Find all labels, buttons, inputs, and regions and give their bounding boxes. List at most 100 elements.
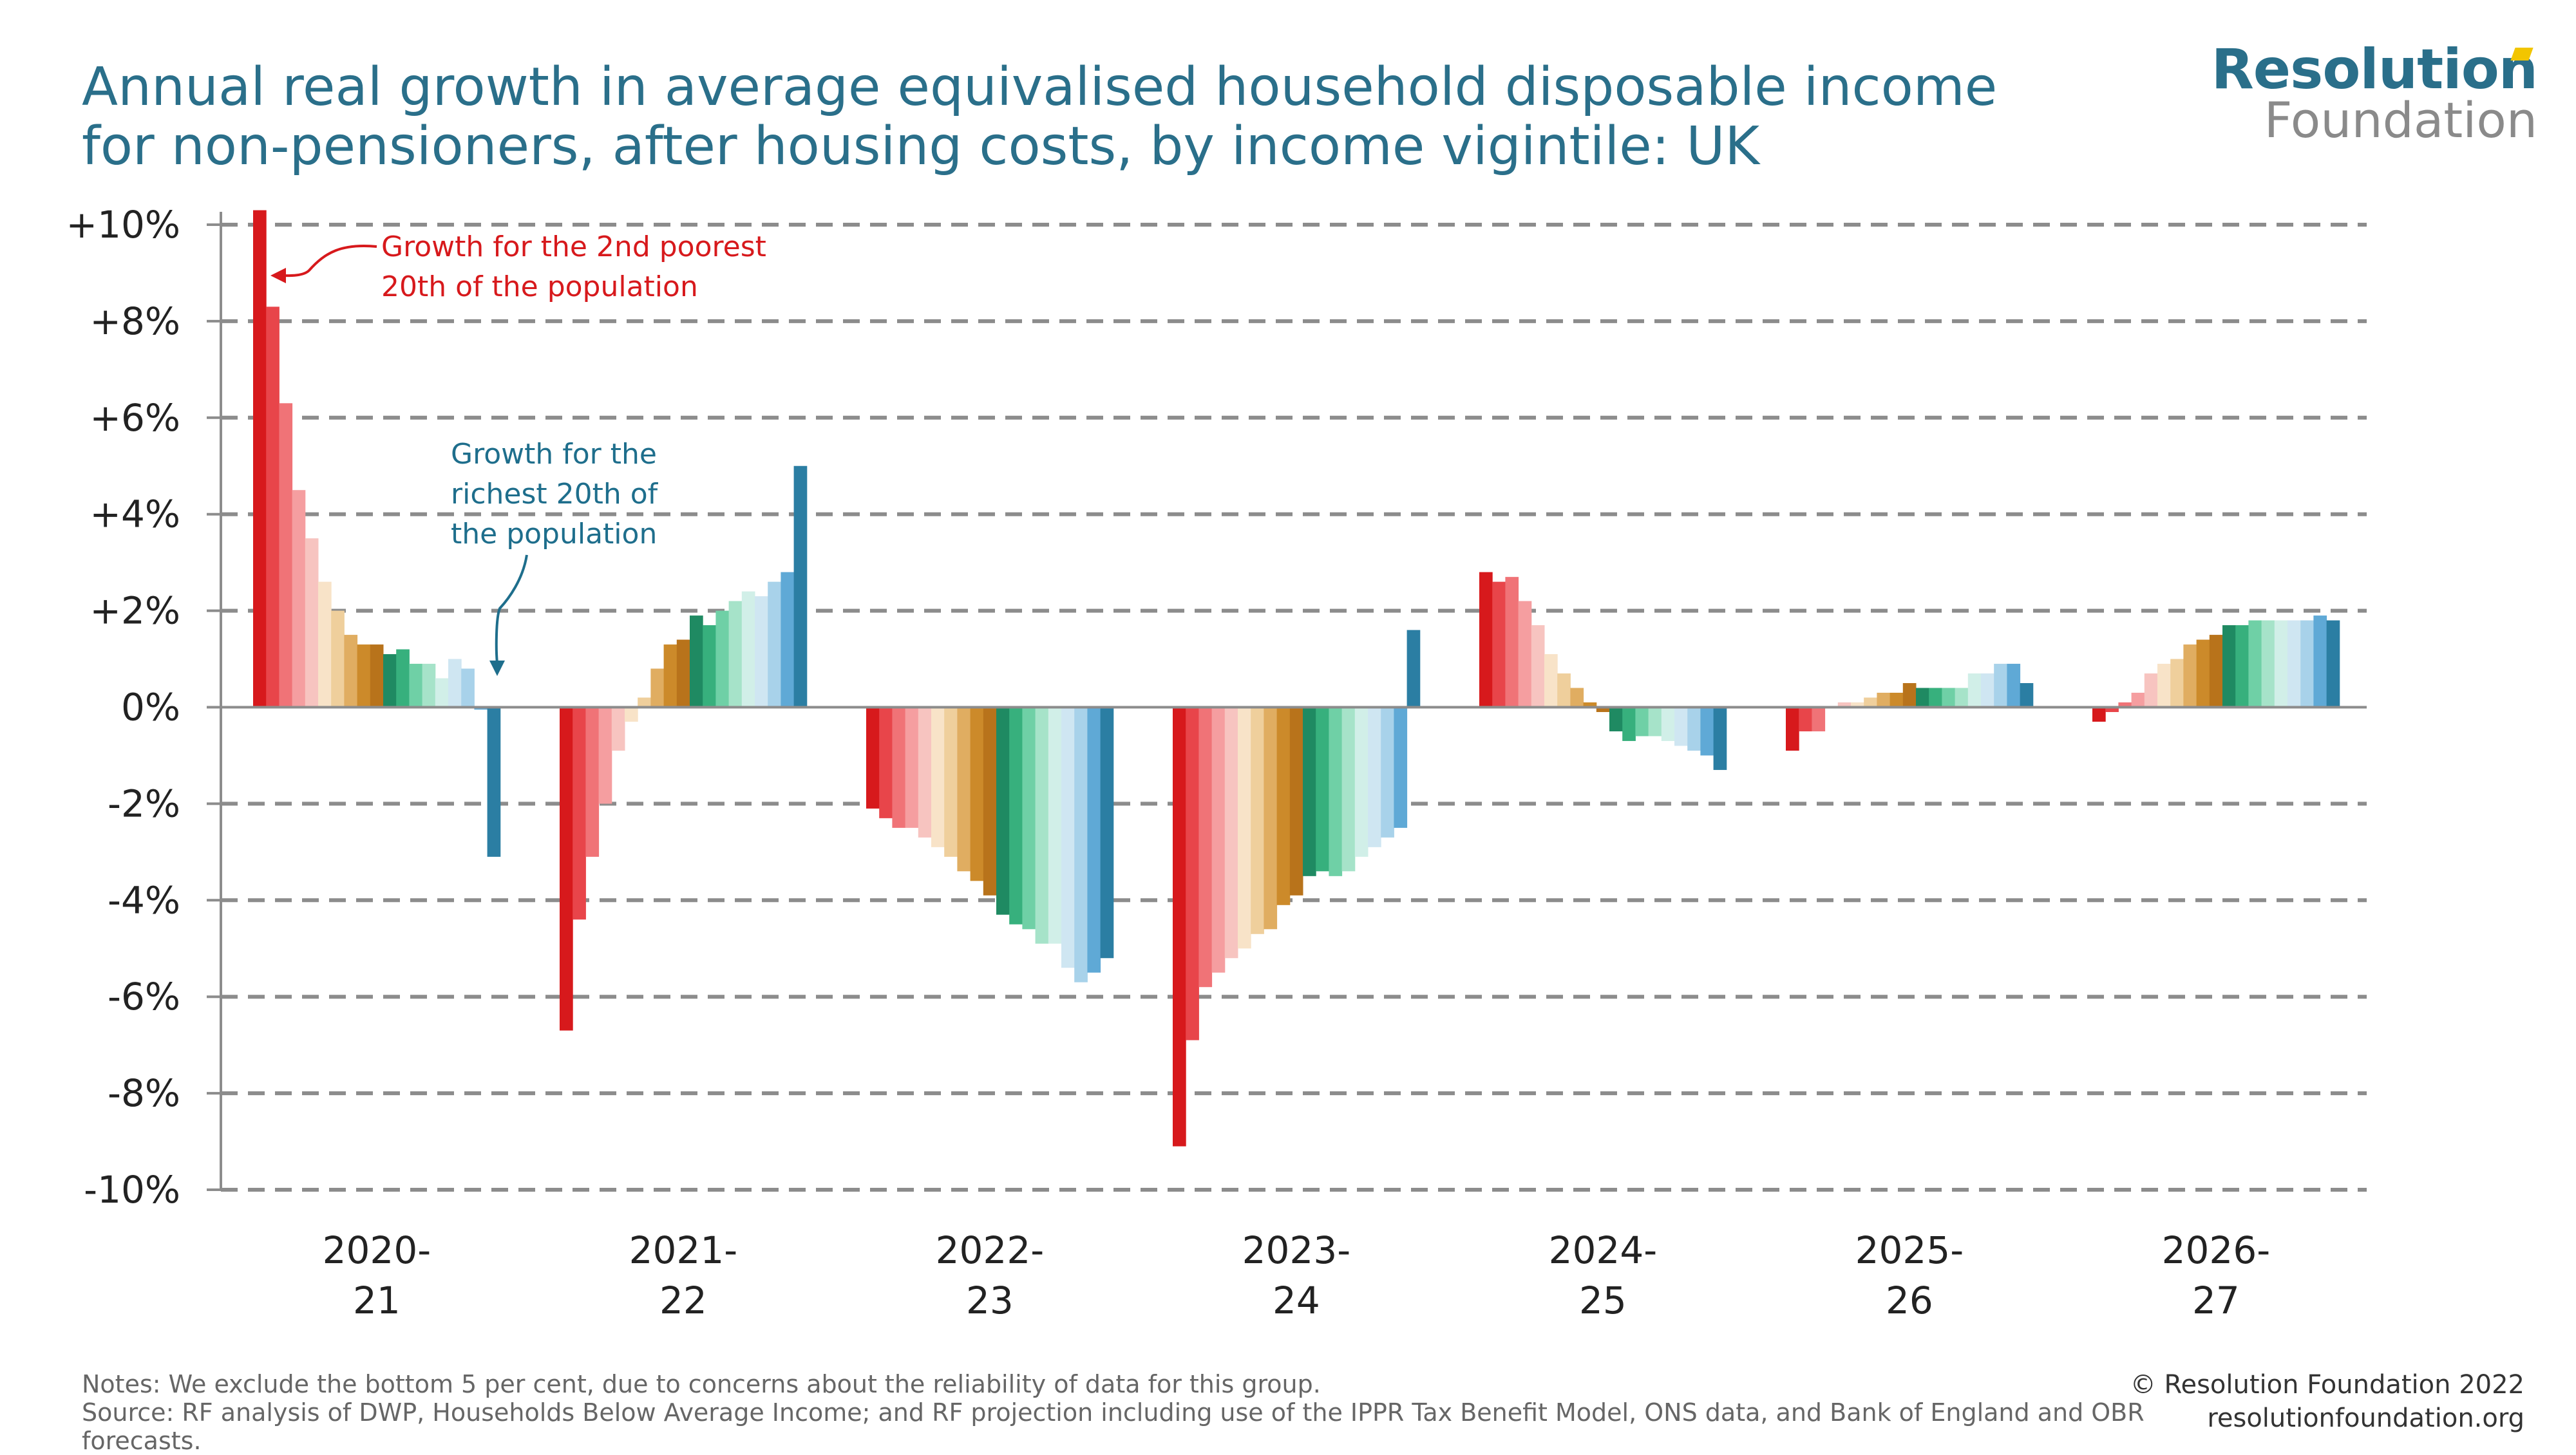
x-tick-label: 2023- 24 (1242, 1228, 1351, 1322)
bar (1354, 707, 1368, 857)
bar (331, 610, 345, 708)
y-tick-label: +6% (90, 396, 180, 440)
y-tick-label: -8% (108, 1071, 180, 1115)
bar (715, 610, 730, 708)
y-tick-label: -4% (108, 878, 180, 922)
bar (728, 601, 743, 708)
bar (1570, 688, 1584, 708)
x-tick-label-line: 27 (2192, 1279, 2240, 1322)
bar (1786, 707, 1799, 751)
bar (983, 707, 997, 896)
bar (892, 707, 906, 828)
bar (1341, 707, 1356, 872)
bar (1557, 673, 1571, 708)
bar (2118, 702, 2132, 708)
bar (650, 668, 665, 708)
bar (1596, 707, 1610, 712)
bar (560, 707, 573, 1031)
bar (266, 306, 279, 708)
x-tick-label-line: 23 (966, 1279, 1014, 1322)
bar (1394, 707, 1408, 828)
bar (2300, 620, 2314, 708)
bar (918, 707, 932, 838)
bar (1967, 673, 1982, 708)
x-tick-label: 2025- 26 (1855, 1228, 1964, 1322)
bar (487, 707, 501, 857)
bar (1289, 707, 1303, 896)
bar (690, 615, 703, 708)
bar (663, 644, 677, 708)
bar (2235, 625, 2249, 708)
bar (573, 707, 586, 920)
bar (638, 697, 651, 708)
bar (1916, 688, 1929, 708)
bar (1864, 697, 1877, 708)
bar (2196, 639, 2210, 708)
bar (2313, 615, 2327, 708)
bar (957, 707, 971, 872)
bar (1799, 707, 1812, 731)
annotation-poorest-arrowhead (270, 268, 286, 283)
bar (2209, 635, 2223, 708)
bar (253, 210, 267, 708)
x-tick-label-line: 22 (659, 1279, 707, 1322)
bar (1406, 630, 1421, 708)
resolution-foundation-logo: Resolution Foundation (2211, 41, 2538, 145)
annotation-richest-arrow (495, 554, 528, 664)
y-tick-label: 0% (121, 686, 180, 729)
bar (344, 635, 358, 708)
chart-title: Annual real growth in average equivalise… (82, 57, 1998, 177)
bar (396, 649, 410, 708)
bar (383, 654, 397, 708)
x-tick-label: 2022- 23 (936, 1228, 1045, 1322)
bar (879, 707, 893, 818)
bar (305, 538, 319, 708)
bar (1531, 625, 1545, 708)
bar (1198, 707, 1213, 988)
bar (768, 581, 781, 708)
y-tick-label: -2% (108, 782, 180, 825)
source-text: Source: RF analysis of DWP, Households B… (82, 1398, 2145, 1455)
bar (1981, 673, 1994, 708)
bar (2274, 620, 2288, 708)
x-tick-label-line: 2025- (1855, 1228, 1964, 1272)
bar (292, 490, 306, 708)
bar (2326, 620, 2340, 708)
bar (625, 707, 638, 722)
bar (1303, 707, 1316, 876)
bar (2131, 693, 2145, 708)
bar (1505, 577, 1519, 708)
x-tick-label-line: 25 (1579, 1279, 1627, 1322)
x-tick-label-line: 2021- (629, 1228, 738, 1272)
bar (1074, 707, 1088, 982)
bar (2007, 664, 2021, 708)
bar (1902, 683, 1917, 708)
footnotes: Notes: We exclude the bottom 5 per cent,… (82, 1370, 2207, 1455)
bar (1479, 572, 1493, 708)
bar (1648, 707, 1662, 737)
bar (1238, 707, 1251, 949)
y-axis-tick-labels: +10% +8% +6% +4% +2% 0% -2% -4% -6% -8% -10% (66, 203, 180, 1212)
bar (781, 572, 795, 708)
x-tick-label-line: 26 (1886, 1279, 1933, 1322)
x-tick-label-line: 2022- (936, 1228, 1045, 1272)
bar (1518, 601, 1532, 708)
bar (703, 625, 716, 708)
bar (1929, 688, 1942, 708)
bar (1622, 707, 1636, 741)
annotations: Growth for the 2nd poorest 20th of the po… (270, 230, 766, 676)
bar (1994, 664, 2007, 708)
bar (1687, 707, 1701, 751)
bar (461, 668, 475, 708)
bar (422, 664, 436, 708)
bars (253, 210, 2340, 1147)
credit-block: © Resolution Foundation 2022 resolutionf… (2130, 1368, 2524, 1435)
bar (448, 659, 462, 708)
bar (1661, 707, 1675, 741)
y-tick-label: +2% (90, 589, 180, 633)
bar (1061, 707, 1075, 968)
x-tick-label-line: 21 (353, 1279, 401, 1322)
annotation-richest: Growth for the richest 20th of the populat… (451, 438, 659, 550)
bar (2183, 644, 2197, 708)
